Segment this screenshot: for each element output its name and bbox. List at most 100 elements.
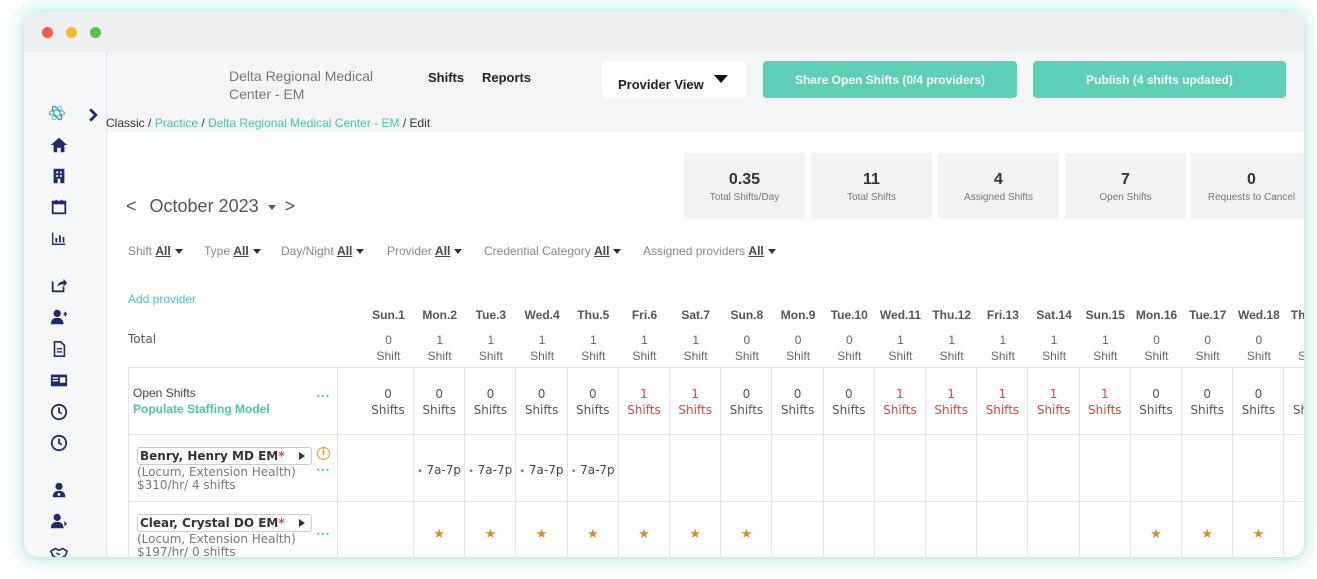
filter-provider[interactable]: Provider All [387,244,463,258]
shift-cell[interactable] [619,435,670,501]
shift-cell[interactable]: • 7a-7p [414,435,466,501]
availability-cell[interactable]: ★ [1131,502,1182,557]
breadcrumb-center[interactable]: Delta Regional Medical Center - EM [208,116,400,130]
history-clock-icon[interactable] [48,432,70,454]
id-card-icon[interactable] [48,369,70,391]
open-shifts-cell[interactable]: 1 Shifts [1080,368,1131,434]
user-arrow-icon[interactable] [48,510,70,532]
availability-cell[interactable] [926,502,978,557]
shift-cell[interactable] [1131,435,1182,501]
maximize-window-button[interactable] [90,27,101,38]
availability-cell[interactable]: ★ [1182,502,1234,557]
filter-day-night[interactable]: Day/Night All [281,244,365,258]
open-shifts-cell[interactable]: 1 Shifts [619,368,670,434]
shift-cell[interactable] [773,435,824,501]
open-shifts-cell[interactable]: 1 Shifts [1029,368,1080,434]
more-options-icon[interactable]: ... [316,386,330,400]
filter-assigned-providers[interactable]: Assigned providers All [643,244,776,258]
shift-cell[interactable] [1182,435,1234,501]
breadcrumb-practice[interactable]: Practice [154,116,199,130]
availability-cell[interactable]: ★ [670,502,722,557]
shift-cell[interactable] [363,435,414,501]
clock-icon[interactable] [48,401,70,423]
share-icon[interactable] [48,274,70,296]
availability-cell[interactable] [363,502,414,557]
availability-cell[interactable]: ★ [465,502,517,557]
open-shifts-cell[interactable]: 1 Shifts [875,368,926,434]
availability-cell[interactable]: ★ [517,502,568,557]
month-label[interactable]: October 2023 [149,196,259,216]
open-shifts-cell[interactable]: 1 Shifts [926,368,978,434]
availability-cell[interactable]: ★ [414,502,466,557]
handshake-icon[interactable] [48,542,70,557]
calendar-icon[interactable] [48,196,70,218]
availability-cell[interactable]: ★ [1285,502,1305,557]
more-options-icon[interactable]: ... [316,524,330,538]
more-options-icon[interactable]: ... [316,460,330,474]
availability-cell[interactable]: ★ [721,502,773,557]
nav-shifts[interactable]: Shifts [428,70,465,85]
availability-cell[interactable] [977,502,1029,557]
document-icon[interactable] [48,338,70,360]
add-user-icon[interactable] [48,306,70,328]
logo-icon[interactable] [44,100,70,126]
populate-staffing-model-link[interactable]: Populate Staffing Model [133,402,270,416]
filter-shift[interactable]: Shift All [128,244,183,258]
shift-cell[interactable]: • 7a-7p [465,435,517,501]
shift-cell[interactable] [1029,435,1080,501]
availability-cell[interactable]: ★ [1233,502,1285,557]
next-month-button[interactable]: > [284,196,296,216]
doctor-icon[interactable] [48,479,70,501]
close-window-button[interactable] [42,27,53,38]
availability-cell[interactable] [875,502,926,557]
share-open-shifts-button[interactable]: Share Open Shifts (0/4 providers) [763,61,1017,98]
availability-cell[interactable] [824,502,875,557]
shift-cell[interactable] [670,435,722,501]
prev-month-button[interactable]: < [126,196,137,216]
building-icon[interactable] [48,165,70,187]
shift-cell[interactable] [875,435,926,501]
shift-cell[interactable] [1285,435,1304,501]
expand-chevron-icon[interactable] [86,104,100,126]
filter-type[interactable]: Type All [204,244,261,258]
shift-cell[interactable] [977,435,1029,501]
nav-reports[interactable]: Reports [482,70,532,85]
month-caret-icon[interactable] [267,204,276,210]
availability-cell[interactable] [1080,502,1131,557]
availability-cell[interactable] [773,502,824,557]
chart-icon[interactable] [48,227,70,249]
shift-cell[interactable] [1233,435,1285,501]
shift-cell[interactable] [721,435,773,501]
add-provider-link[interactable]: Add provider [128,292,197,306]
provider-name-button[interactable]: Clear, Crystal DO EM* [137,514,312,532]
availability-cell[interactable] [1029,502,1080,557]
provider-name-button[interactable]: Benry, Henry MD EM* [137,447,312,465]
availability-cell[interactable]: ★ [619,502,670,557]
shift-cell[interactable] [926,435,978,501]
minimize-window-button[interactable] [66,27,77,38]
shift-cell[interactable] [1080,435,1131,501]
view-select[interactable]: Provider View [602,61,746,98]
shift-cell[interactable]: • 7a-7p [517,435,568,501]
shift-cell[interactable] [824,435,875,501]
info-circle-icon[interactable]: i [317,447,330,460]
open-shifts-cell[interactable]: 1 Shifts [977,368,1029,434]
availability-cell[interactable]: ★ [568,502,619,557]
shift-cell[interactable]: • 7a-7p [568,435,619,501]
publish-button[interactable]: Publish (4 shifts updated) [1033,61,1286,98]
breadcrumb-root[interactable]: Classic [106,116,145,130]
open-shifts-cell[interactable]: 1 Shifts [670,368,722,434]
home-icon[interactable] [48,134,70,156]
filter-credential-category[interactable]: Credential Category All [484,244,622,258]
